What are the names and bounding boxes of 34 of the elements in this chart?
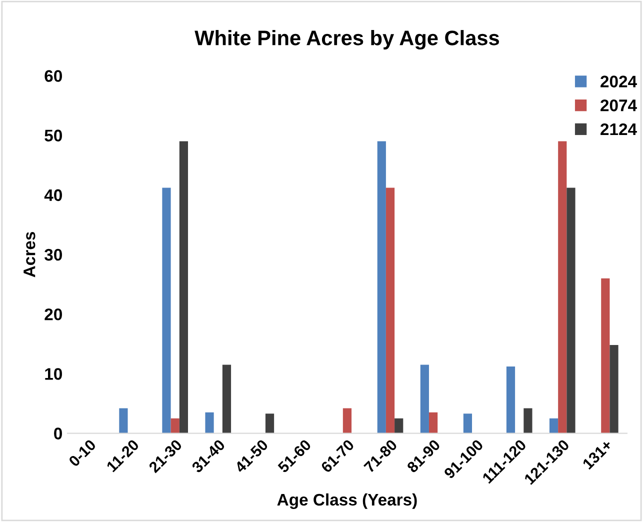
bar [420,364,429,434]
bar [463,414,472,434]
chart-title: White Pine Acres by Age Class [194,30,499,50]
bar [506,366,516,434]
y-tick-label: 0 [54,428,62,440]
y-axis-title: Acres [24,232,36,278]
legend-label: 2074 [600,100,637,112]
bar [222,364,232,434]
legend-label: 2024 [600,76,637,88]
bar [342,408,352,434]
bar [428,412,438,434]
bar [549,418,558,434]
x-axis-title: Age Class (Years) [277,493,417,509]
bar [119,408,128,434]
bar [558,141,567,434]
bar [386,188,395,434]
bar [524,408,532,434]
bar [265,414,274,434]
y-tick-label: 30 [44,248,62,261]
bar [205,412,214,434]
bar [601,278,610,434]
bar [566,188,576,434]
bar [394,418,404,434]
y-tick-label: 20 [44,308,62,320]
bar [162,188,171,434]
bar [179,141,188,434]
y-tick-label: 50 [44,130,62,142]
y-tick-label: 60 [44,70,62,82]
bar [170,418,180,434]
y-tick-label: 40 [44,189,62,202]
bar [377,141,386,434]
legend-label: 2124 [600,123,637,136]
bar [610,345,618,434]
y-tick-label: 10 [45,368,62,380]
